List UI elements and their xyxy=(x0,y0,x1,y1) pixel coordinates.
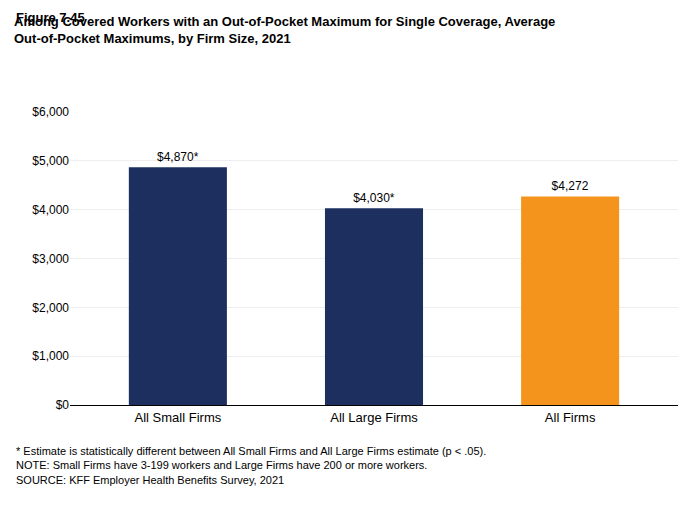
svg-text:$3,000: $3,000 xyxy=(32,252,69,266)
svg-text:Among Covered Workers with an: Among Covered Workers with an Out-of-Poc… xyxy=(14,14,555,46)
svg-text:$4,870*: $4,870* xyxy=(157,150,199,164)
svg-text:Figure 7.45: Figure 7.45 xyxy=(16,10,85,25)
svg-text:All Small Firms: All Small Firms xyxy=(135,410,222,425)
svg-text:$5,000: $5,000 xyxy=(32,154,69,168)
svg-text:All Large Firms: All Large Firms xyxy=(330,410,418,425)
svg-text:$6,000: $6,000 xyxy=(32,105,69,119)
svg-text:$1,000: $1,000 xyxy=(32,349,69,363)
svg-text:$4,272: $4,272 xyxy=(552,179,589,193)
svg-text:* Estimate is statistically di: * Estimate is statistically different be… xyxy=(16,445,486,486)
svg-text:$0: $0 xyxy=(56,398,70,412)
svg-text:$4,030*: $4,030* xyxy=(353,191,395,205)
svg-text:$2,000: $2,000 xyxy=(32,301,69,315)
svg-text:$4,000: $4,000 xyxy=(32,203,69,217)
svg-text:All Firms: All Firms xyxy=(545,410,596,425)
